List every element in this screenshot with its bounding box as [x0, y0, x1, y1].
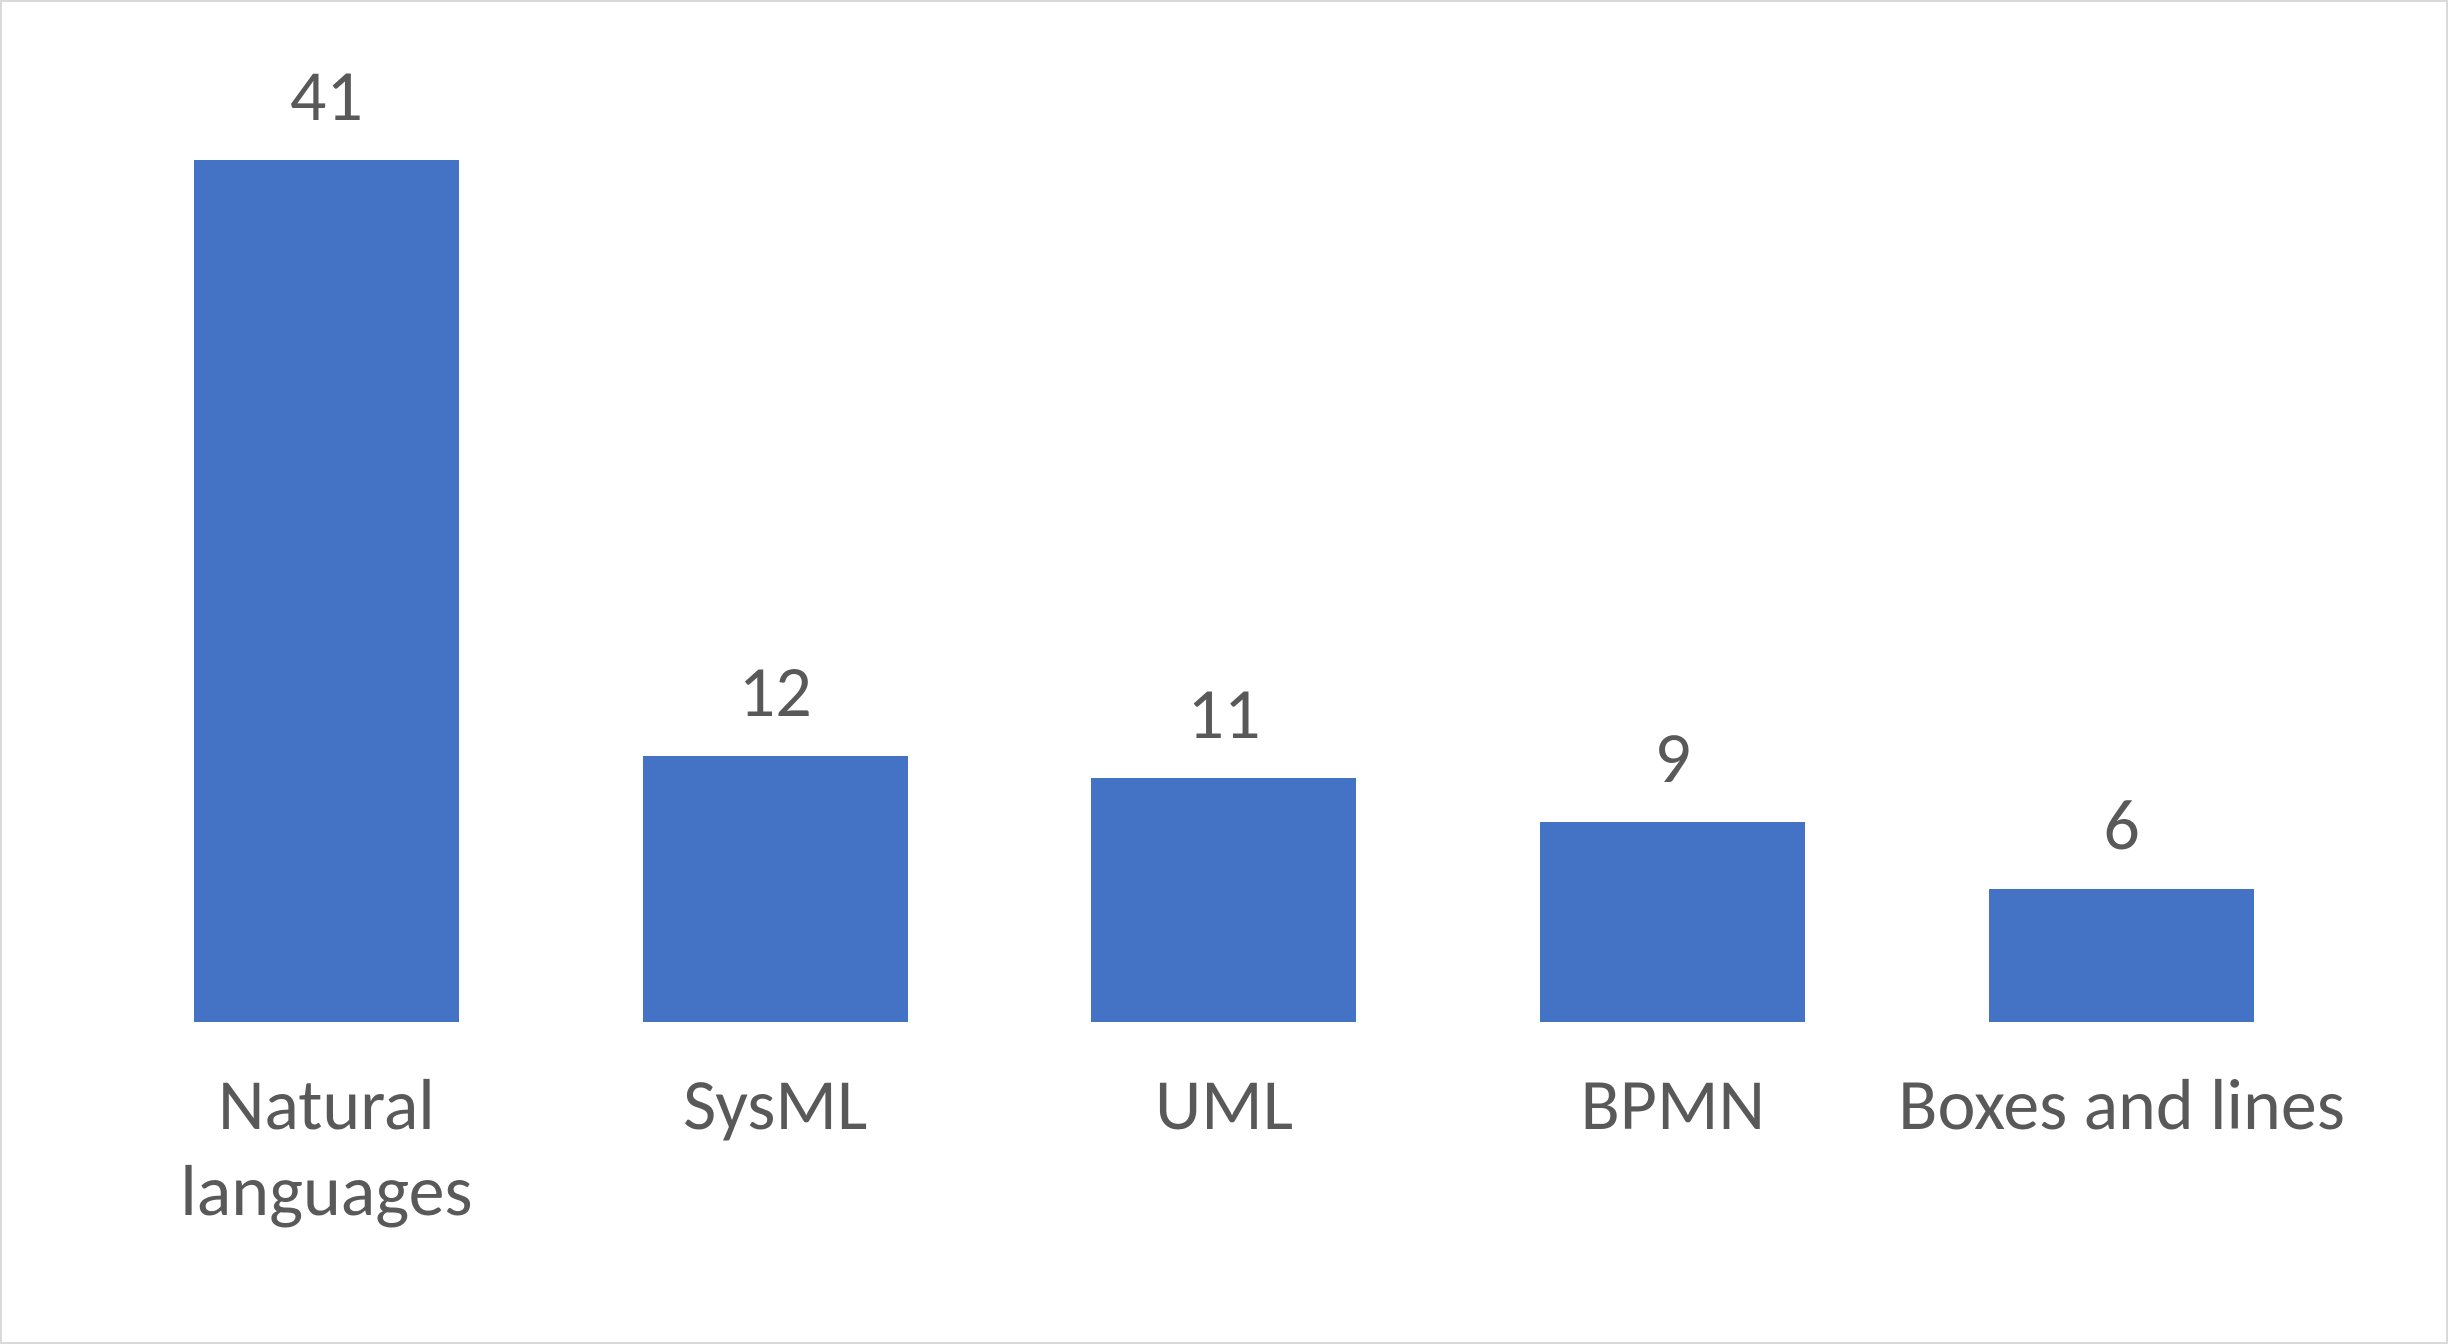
bar — [194, 160, 459, 1022]
bar-column-2: 11 — [1000, 52, 1449, 1022]
bar-value-label: 12 — [739, 648, 812, 736]
axis-label: Boxes and lines — [1897, 1062, 2346, 1302]
bar-value-label: 41 — [290, 52, 363, 140]
bar-column-0: 41 — [102, 52, 551, 1022]
bar — [643, 756, 908, 1022]
bar-value-label: 9 — [1655, 714, 1692, 802]
bar-column-1: 12 — [551, 52, 1000, 1022]
bar-column-4: 6 — [1897, 52, 2346, 1022]
axis-label: BPMN — [1448, 1062, 1897, 1302]
axis-label: UML — [1000, 1062, 1449, 1302]
chart-plot-area: 41 12 11 9 6 — [42, 22, 2406, 1022]
bar-value-label: 11 — [1188, 670, 1261, 758]
axis-label: Natural languages — [102, 1062, 551, 1302]
chart-container: 41 12 11 9 6 Natural languages SysML UML… — [0, 0, 2448, 1344]
x-axis-labels: Natural languages SysML UML BPMN Boxes a… — [42, 1022, 2406, 1302]
bar — [1091, 778, 1356, 1022]
bar-column-3: 9 — [1448, 52, 1897, 1022]
bar — [1540, 822, 1805, 1022]
bar — [1989, 889, 2254, 1022]
axis-label: SysML — [551, 1062, 1000, 1302]
bar-value-label: 6 — [2103, 781, 2140, 869]
